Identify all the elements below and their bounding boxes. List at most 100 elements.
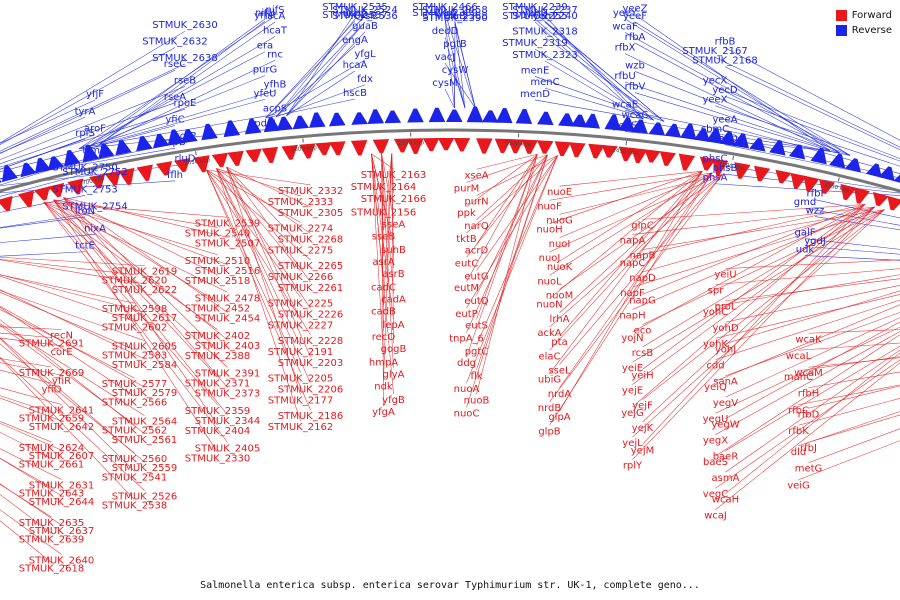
gene-label[interactable]: STMUK_2167 xyxy=(682,46,747,57)
reverse-gene-arrow[interactable] xyxy=(878,166,895,182)
gene-label[interactable]: cysP xyxy=(354,11,377,22)
forward-gene-arrow[interactable] xyxy=(18,190,34,208)
gene-label[interactable]: STMUK_2577 xyxy=(102,379,167,390)
gene-label[interactable]: STMUK_2265 xyxy=(278,261,343,272)
gene-label[interactable]: lepA xyxy=(382,320,404,331)
gene-label[interactable]: STMUK_2640 xyxy=(29,555,94,566)
reverse-gene-arrow[interactable] xyxy=(20,162,37,178)
gene-label[interactable]: recO xyxy=(372,332,396,343)
gene-label[interactable]: narQ xyxy=(464,221,489,232)
gene-label[interactable]: rfbH xyxy=(798,389,820,400)
gene-label[interactable]: STMUK_2186 xyxy=(278,411,343,422)
gene-label[interactable]: yegV xyxy=(713,398,738,409)
forward-gene-arrow[interactable] xyxy=(136,164,153,182)
reverse-gene-arrow[interactable] xyxy=(136,135,153,152)
gene-label[interactable]: vacJ xyxy=(435,52,456,63)
gene-label[interactable]: phsC xyxy=(703,154,728,165)
forward-gene-arrow[interactable] xyxy=(734,162,751,180)
forward-gene-arrow[interactable] xyxy=(569,142,586,158)
gene-label[interactable]: fdx xyxy=(357,74,373,85)
gene-label[interactable]: trmD xyxy=(82,145,108,156)
reverse-feature-arrows[interactable] xyxy=(0,106,900,362)
gene-label[interactable]: yfiC xyxy=(165,114,184,125)
gene-label[interactable]: STMUK_2228 xyxy=(278,336,343,347)
gene-label[interactable]: yeeY xyxy=(613,8,638,19)
gene-label[interactable]: STMUK_2583 xyxy=(102,351,167,362)
gene-label[interactable]: napH xyxy=(619,310,645,321)
gene-label[interactable]: STMUK_2691 xyxy=(19,339,84,350)
forward-gene-arrow[interactable] xyxy=(775,169,792,184)
reverse-gene-arrow[interactable] xyxy=(34,157,51,174)
gene-label[interactable]: STMUK_2177 xyxy=(268,396,333,407)
gene-label[interactable]: napF xyxy=(620,288,645,299)
reverse-gene-arrow[interactable] xyxy=(631,119,648,134)
reverse-gene-arrow[interactable] xyxy=(167,129,184,146)
gene-label[interactable]: nuoN xyxy=(536,300,562,311)
gene-label[interactable]: rnc xyxy=(267,49,283,60)
gene-label[interactable]: STMUK_2566 xyxy=(102,397,167,408)
gene-label[interactable]: yeiH xyxy=(631,370,653,381)
gene-label[interactable]: STMUK_2390 xyxy=(422,13,487,24)
gene-label[interactable]: STMUK_2478 xyxy=(195,293,260,304)
gene-label[interactable]: STMUK_2535 xyxy=(322,2,387,13)
reverse-gene-arrow[interactable] xyxy=(308,112,326,128)
gene-label[interactable]: yeeZ xyxy=(622,4,647,15)
reverse-gene-arrow[interactable] xyxy=(719,131,736,147)
gene-label[interactable]: rfbV xyxy=(625,82,646,93)
gene-label[interactable]: STMUK_2237 xyxy=(512,5,577,16)
gene-label[interactable]: yohJ xyxy=(715,345,736,356)
forward-gene-arrow[interactable] xyxy=(819,178,836,195)
gene-label[interactable]: STMUK_2274 xyxy=(268,223,333,234)
gene-label[interactable]: menC xyxy=(530,77,559,88)
reverse-gene-arrow[interactable] xyxy=(181,128,198,144)
gene-label[interactable]: pdxJ xyxy=(254,119,276,130)
gene-label[interactable]: corE xyxy=(50,347,72,358)
forward-gene-arrow[interactable] xyxy=(887,195,900,211)
gene-label[interactable]: yehS xyxy=(613,121,638,132)
gene-label[interactable]: yejK xyxy=(632,423,654,434)
reverse-gene-arrow[interactable] xyxy=(537,111,554,126)
gene-label[interactable]: STMUK_2631 xyxy=(29,480,94,491)
gene-label[interactable]: dacD xyxy=(712,134,738,145)
gene-label[interactable]: asrA xyxy=(372,257,394,268)
gene-label[interactable]: STMUK_2518 xyxy=(185,276,250,287)
gene-label[interactable]: STMUK_2166 xyxy=(361,194,426,205)
gene-label[interactable]: yfiR xyxy=(52,376,71,387)
gene-label[interactable]: yfjF xyxy=(86,89,104,100)
forward-gene-arrow[interactable] xyxy=(699,156,717,171)
gene-label[interactable]: STMUK_2391 xyxy=(195,368,260,379)
gene-label[interactable]: STMUK_2605 xyxy=(112,342,177,353)
gene-label[interactable]: yfhB xyxy=(264,80,287,91)
gene-label[interactable]: yfeU xyxy=(254,88,277,99)
gene-label[interactable]: STMUK_2405 xyxy=(195,443,260,454)
gene-label[interactable]: aroF xyxy=(84,124,106,135)
gene-label[interactable]: yejF xyxy=(632,401,653,412)
gene-label[interactable]: yfgB xyxy=(382,395,405,406)
reverse-gene-arrow[interactable] xyxy=(47,156,64,171)
gene-label[interactable]: STMUK_2659 xyxy=(19,414,84,425)
gene-label[interactable]: kgtP xyxy=(174,131,196,142)
gene-label[interactable]: spr xyxy=(708,286,725,297)
gene-label[interactable]: eutQ xyxy=(464,296,488,307)
gene-label[interactable]: glpB xyxy=(538,426,560,437)
gene-label[interactable]: STMUK_2225 xyxy=(268,298,333,309)
gene-label[interactable]: STMUK_2541 xyxy=(102,472,167,483)
gene-label[interactable]: rseC xyxy=(164,59,186,70)
gene-label[interactable]: yegX xyxy=(703,436,728,447)
reverse-gene-arrow[interactable] xyxy=(351,112,368,125)
reverse-gene-arrow[interactable] xyxy=(844,158,862,173)
forward-gene-arrow[interactable] xyxy=(174,158,191,173)
gene-label[interactable]: STMUK_2637 xyxy=(29,526,94,537)
reverse-gene-arrow[interactable] xyxy=(558,113,575,127)
gene-label[interactable]: nixA xyxy=(84,223,106,234)
forward-gene-arrow[interactable] xyxy=(67,178,84,195)
gene-label[interactable]: gmd xyxy=(794,197,816,208)
gene-label[interactable]: STMUK_2240 xyxy=(512,11,577,22)
gene-label[interactable]: glyA xyxy=(383,369,405,380)
gene-label[interactable]: ackA xyxy=(537,328,561,339)
gene-label[interactable]: STMUK_2332 xyxy=(278,186,343,197)
gene-label[interactable]: nifS xyxy=(266,5,285,16)
gene-label[interactable]: sbmC xyxy=(701,124,729,135)
gene-label[interactable]: baeS xyxy=(703,457,728,468)
gene-label[interactable]: tktB xyxy=(456,234,477,245)
